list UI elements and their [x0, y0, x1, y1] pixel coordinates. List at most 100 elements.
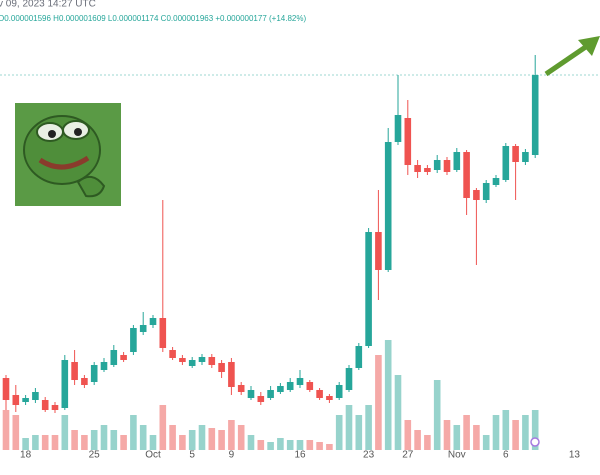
candle-body	[424, 168, 431, 172]
candle-body	[169, 350, 176, 358]
volume-bar	[316, 442, 323, 450]
candle-body	[277, 386, 284, 392]
volume-bar	[41, 435, 49, 450]
volume-bar	[473, 425, 480, 450]
candle-body	[482, 183, 490, 200]
candle-body	[463, 152, 470, 198]
volume-bar	[100, 425, 108, 450]
volume-bar	[218, 430, 225, 450]
x-tick-label: 5	[189, 450, 195, 461]
volume-bar	[110, 430, 118, 450]
candle-body	[12, 395, 20, 405]
volume-bar	[296, 440, 304, 450]
candle-body	[365, 232, 372, 346]
volume-bar	[453, 425, 461, 450]
candle-body	[120, 355, 127, 360]
volume-bar	[71, 430, 78, 450]
volume-bar	[159, 405, 167, 450]
candle-body	[286, 382, 294, 390]
volume-bar	[32, 435, 39, 450]
event-icon	[530, 437, 540, 447]
volume-bar	[335, 415, 343, 450]
candle-body	[159, 318, 167, 348]
volume-bar	[355, 415, 363, 450]
volume-bar	[179, 435, 186, 450]
volume-bar	[286, 440, 294, 450]
candle-body	[179, 358, 186, 362]
candle-body	[443, 160, 451, 172]
candle-body	[404, 118, 412, 165]
candle-body	[22, 398, 29, 402]
volume-bar	[277, 438, 284, 450]
candle-body	[345, 368, 353, 390]
candle-body	[453, 152, 461, 170]
volume-bar	[384, 340, 392, 450]
candle-body	[247, 390, 255, 398]
pepe-image	[15, 103, 121, 206]
candle-body	[531, 75, 539, 155]
volume-bar	[188, 430, 196, 450]
candle-body	[218, 363, 225, 372]
volume-bar	[90, 430, 98, 450]
candle-layer	[2, 55, 539, 413]
volume-bar	[139, 425, 147, 450]
volume-bar	[443, 420, 451, 450]
ohlc-text: O0.000001596 H0.000001609 L0.000001174 C…	[0, 14, 306, 23]
volume-bar	[502, 410, 510, 450]
candle-body	[208, 357, 216, 365]
x-tick-label: 18	[20, 450, 32, 461]
volume-bar	[198, 425, 206, 450]
candle-body	[139, 325, 147, 332]
volume-bar	[306, 440, 314, 450]
candle-body	[502, 146, 510, 180]
volume-bar	[492, 415, 500, 450]
x-tick-label: Nov	[448, 450, 466, 461]
candle-body	[492, 178, 500, 185]
x-tick-label: 6	[503, 450, 509, 461]
volume-bar	[267, 442, 274, 450]
volume-bar	[375, 355, 382, 450]
candle-body	[81, 378, 88, 385]
candle-body	[257, 396, 265, 402]
candle-body	[90, 365, 98, 382]
volume-bar	[463, 415, 470, 450]
volume-bar	[257, 440, 265, 450]
volume-bar	[61, 415, 69, 450]
candle-body	[71, 362, 78, 380]
volume-layer	[2, 340, 539, 450]
candle-body	[130, 328, 137, 352]
candle-body	[375, 232, 382, 270]
volume-bar	[365, 405, 372, 450]
x-tick-label: 16	[294, 450, 306, 461]
candle-body	[394, 115, 402, 142]
candle-body	[296, 378, 304, 385]
volume-bar	[414, 430, 421, 450]
volume-bar	[51, 435, 59, 450]
volume-bar	[149, 435, 157, 450]
x-tick-label: 23	[363, 450, 375, 461]
candle-body	[522, 152, 529, 162]
volume-bar	[512, 420, 519, 450]
candle-body	[228, 362, 235, 387]
candle-body	[149, 318, 157, 325]
volume-bar	[522, 415, 529, 450]
volume-bar	[208, 428, 216, 450]
trend-arrow	[544, 36, 600, 77]
x-tick-label: 9	[229, 450, 235, 461]
volume-bar	[22, 438, 29, 450]
candle-body	[306, 382, 314, 390]
candle-body	[355, 346, 363, 368]
candle-body	[51, 405, 59, 410]
volume-bar	[247, 435, 255, 450]
volume-bar	[2, 410, 10, 450]
candle-body	[61, 360, 69, 408]
volume-bar	[120, 435, 127, 450]
volume-bar	[404, 420, 412, 450]
x-tick-label: Oct	[145, 450, 161, 461]
volume-bar	[169, 425, 176, 450]
candle-body	[267, 390, 274, 398]
candle-body	[2, 378, 10, 400]
